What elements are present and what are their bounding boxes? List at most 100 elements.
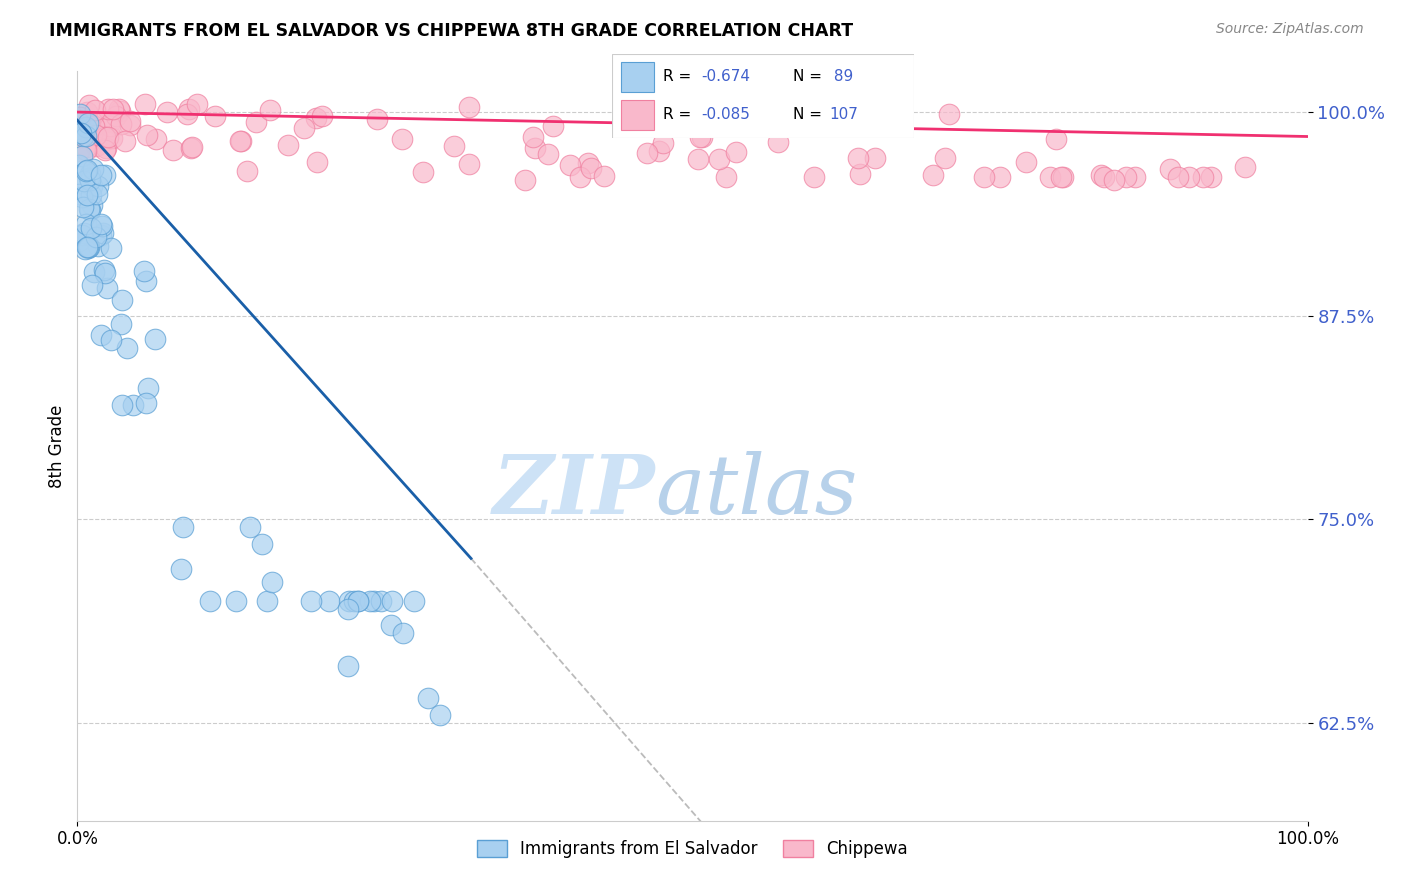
Point <box>67 176 90 190</box>
Point <box>402 593 425 607</box>
Point <box>236 164 259 178</box>
Point <box>690 129 713 144</box>
Point <box>70 123 93 137</box>
Point <box>231 134 253 148</box>
Point <box>77 171 100 186</box>
Point <box>1015 154 1038 169</box>
Point <box>79 172 101 186</box>
Point <box>77 242 100 256</box>
Point <box>363 593 385 607</box>
Point <box>347 593 370 607</box>
Text: R =: R = <box>664 70 696 85</box>
Point <box>94 169 117 183</box>
Point <box>87 239 110 253</box>
Point <box>239 520 262 534</box>
Point <box>180 141 202 155</box>
Point <box>370 593 392 607</box>
Point <box>988 169 1011 184</box>
Point <box>665 112 688 127</box>
Point <box>429 707 451 722</box>
Point <box>225 593 247 607</box>
Point <box>98 115 121 129</box>
Point <box>443 139 465 153</box>
Point <box>803 170 825 185</box>
Point <box>648 145 671 159</box>
Point <box>938 107 960 121</box>
Point <box>347 593 370 607</box>
Bar <box>620 100 654 130</box>
Point <box>135 128 157 142</box>
Point <box>96 281 118 295</box>
Point <box>135 395 157 409</box>
Point <box>1045 132 1067 146</box>
Point <box>69 107 91 121</box>
Point <box>1167 170 1189 185</box>
Point <box>863 151 886 165</box>
Point <box>569 170 592 185</box>
Point <box>135 274 157 288</box>
Point <box>75 120 97 134</box>
Text: 107: 107 <box>830 107 858 122</box>
Point <box>69 129 91 144</box>
Point <box>67 158 90 172</box>
Text: -0.674: -0.674 <box>700 70 749 85</box>
Point <box>67 144 90 158</box>
Point <box>94 143 117 157</box>
Point <box>110 117 132 131</box>
Point <box>292 121 315 136</box>
Point <box>973 170 995 185</box>
Point <box>392 626 415 640</box>
Point <box>76 105 98 120</box>
Point <box>93 266 115 280</box>
Y-axis label: 8th Grade: 8th Grade <box>48 404 66 488</box>
Point <box>311 110 333 124</box>
Point <box>73 174 96 188</box>
Point <box>84 138 107 153</box>
Point <box>136 381 159 395</box>
Point <box>118 114 141 128</box>
Point <box>849 168 872 182</box>
Point <box>76 114 98 128</box>
Point <box>337 659 360 673</box>
Point <box>72 200 94 214</box>
Point <box>337 602 360 616</box>
Point <box>1192 170 1215 185</box>
Point <box>156 105 179 120</box>
Text: R =: R = <box>664 107 696 122</box>
Point <box>541 119 564 133</box>
Point <box>93 263 115 277</box>
Point <box>256 593 278 607</box>
Bar <box>620 62 654 92</box>
Point <box>80 187 103 202</box>
Point <box>100 130 122 145</box>
Point <box>636 146 658 161</box>
Point <box>79 202 101 216</box>
Point <box>143 333 166 347</box>
Point <box>83 119 105 133</box>
Point <box>1039 170 1062 185</box>
Point <box>77 186 100 201</box>
Point <box>1178 170 1201 185</box>
Point <box>75 143 97 157</box>
Point <box>229 134 252 148</box>
Point <box>299 593 322 607</box>
Point <box>91 219 114 234</box>
Point <box>262 575 284 590</box>
Point <box>689 129 711 144</box>
Text: IMMIGRANTS FROM EL SALVADOR VS CHIPPEWA 8TH GRADE CORRELATION CHART: IMMIGRANTS FROM EL SALVADOR VS CHIPPEWA … <box>49 22 853 40</box>
Point <box>1050 170 1073 185</box>
Point <box>110 398 132 412</box>
Point <box>576 156 599 170</box>
Point <box>83 265 105 279</box>
Text: 89: 89 <box>830 70 853 85</box>
Point <box>180 140 202 154</box>
Point <box>1199 170 1222 185</box>
Point <box>307 155 329 169</box>
Point <box>75 242 97 256</box>
Point <box>724 145 747 159</box>
Point <box>77 116 100 130</box>
Point <box>1159 161 1181 176</box>
Point <box>934 151 956 165</box>
Point <box>94 129 117 144</box>
Text: ZIP: ZIP <box>494 451 655 531</box>
